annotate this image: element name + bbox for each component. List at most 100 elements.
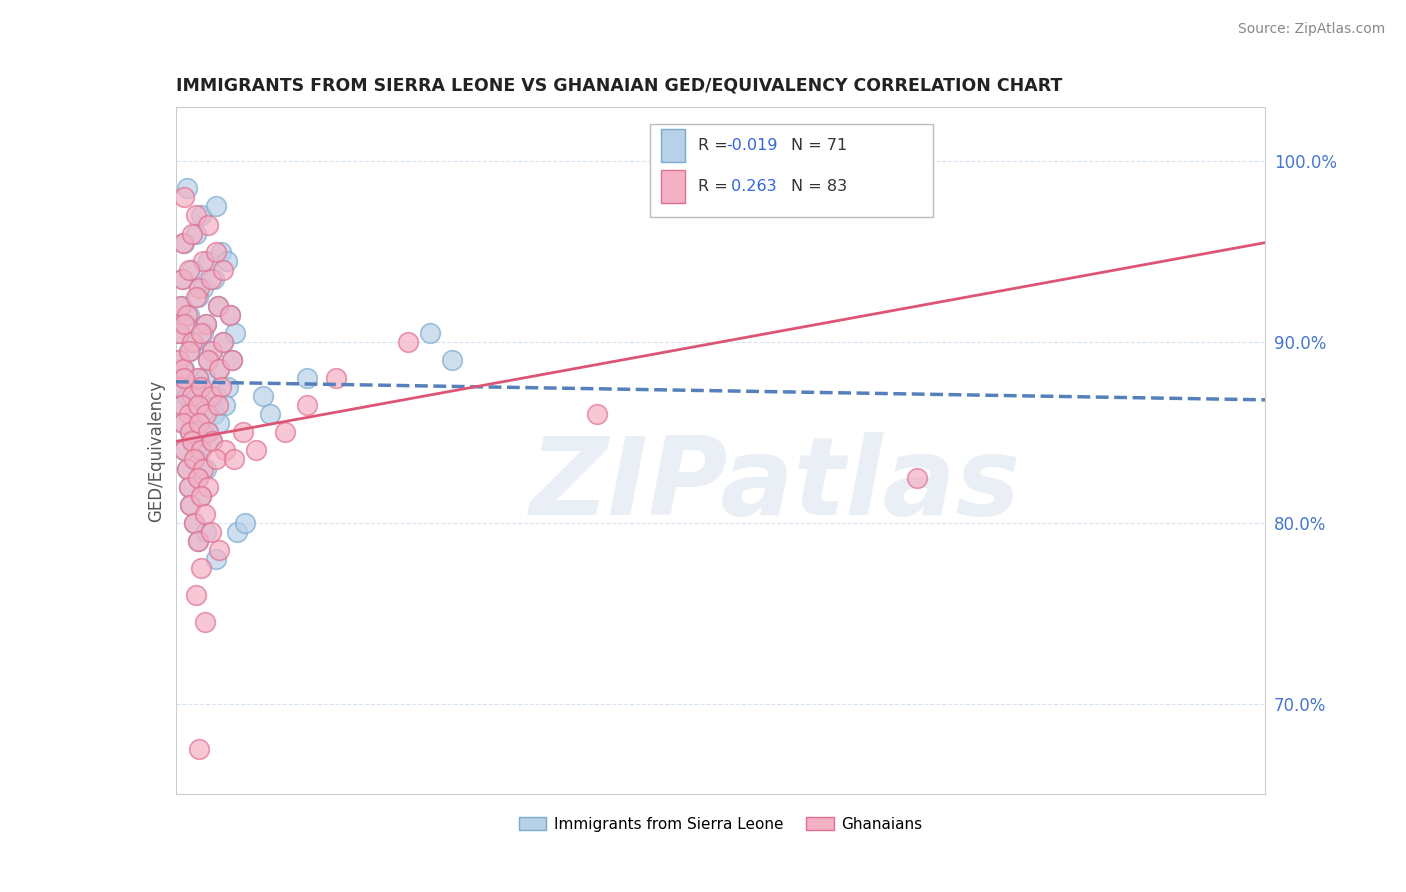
Point xyxy=(176,461,198,475)
Point xyxy=(177,308,200,322)
Point xyxy=(212,334,235,349)
Point xyxy=(177,262,200,277)
Text: Source: ZipAtlas.com: Source: ZipAtlas.com xyxy=(1237,22,1385,37)
Point xyxy=(172,417,194,431)
Point xyxy=(219,308,242,322)
Point xyxy=(193,253,215,268)
Text: 0.263: 0.263 xyxy=(725,179,776,194)
Point xyxy=(170,398,193,412)
Point xyxy=(215,253,238,268)
Point xyxy=(173,443,195,458)
Point xyxy=(173,190,195,204)
Text: IMMIGRANTS FROM SIERRA LEONE VS GHANAIAN GED/EQUIVALENCY CORRELATION CHART: IMMIGRANTS FROM SIERRA LEONE VS GHANAIAN… xyxy=(176,77,1062,95)
Point xyxy=(172,371,194,385)
Point xyxy=(172,362,194,376)
Point xyxy=(190,489,212,503)
Point xyxy=(180,227,202,241)
Point xyxy=(180,434,202,449)
Point xyxy=(586,407,609,421)
Point xyxy=(204,244,226,259)
Point xyxy=(172,417,194,431)
Point xyxy=(195,317,218,331)
Point xyxy=(183,407,205,421)
Point xyxy=(274,425,297,440)
Point xyxy=(177,480,200,494)
Point xyxy=(217,380,239,394)
Point xyxy=(204,199,226,213)
Point xyxy=(169,299,191,313)
Y-axis label: GED/Equivalency: GED/Equivalency xyxy=(146,379,165,522)
Point xyxy=(207,299,229,313)
Point xyxy=(190,443,212,458)
Bar xyxy=(650,124,934,217)
Point xyxy=(195,407,218,421)
Point xyxy=(201,434,224,449)
Point xyxy=(167,353,190,368)
Point xyxy=(193,326,215,340)
Point xyxy=(180,334,202,349)
Point xyxy=(226,524,249,539)
Point xyxy=(195,317,218,331)
Point xyxy=(184,380,207,394)
Point xyxy=(177,344,200,359)
Point xyxy=(170,271,193,285)
Point xyxy=(180,262,202,277)
Point xyxy=(194,507,217,521)
Text: N = 83: N = 83 xyxy=(792,179,848,194)
Point xyxy=(194,615,217,630)
Point xyxy=(252,389,274,403)
Point xyxy=(219,308,242,322)
Text: ZIPatlas: ZIPatlas xyxy=(530,432,1021,538)
Point xyxy=(188,417,211,431)
Point xyxy=(295,371,318,385)
Point xyxy=(325,371,347,385)
Point xyxy=(190,443,212,458)
Point xyxy=(195,461,218,475)
Point xyxy=(186,533,209,548)
Point xyxy=(176,308,198,322)
Point xyxy=(173,317,195,331)
Point xyxy=(179,344,201,359)
Point xyxy=(188,741,211,756)
Point xyxy=(173,371,195,385)
Point xyxy=(193,398,215,412)
Point xyxy=(200,271,222,285)
Point xyxy=(176,181,198,195)
Point xyxy=(170,398,193,412)
Point xyxy=(214,443,236,458)
Point xyxy=(193,281,215,295)
Point xyxy=(180,434,202,449)
Point xyxy=(190,326,212,340)
Point xyxy=(194,371,217,385)
Point xyxy=(177,407,200,421)
Point xyxy=(197,353,219,368)
Point xyxy=(169,326,191,340)
Point xyxy=(172,235,194,250)
Point xyxy=(188,281,211,295)
Point xyxy=(188,371,211,385)
Point xyxy=(212,262,235,277)
Point xyxy=(233,516,256,530)
Point xyxy=(419,326,441,340)
Bar xyxy=(661,129,685,162)
Legend: Immigrants from Sierra Leone, Ghanaians: Immigrants from Sierra Leone, Ghanaians xyxy=(513,811,928,838)
Text: -0.019: -0.019 xyxy=(725,138,778,153)
Point xyxy=(221,353,243,368)
Point xyxy=(209,244,232,259)
Point xyxy=(184,227,207,241)
Text: R =: R = xyxy=(697,138,733,153)
Point xyxy=(183,516,205,530)
Point xyxy=(224,326,246,340)
Point xyxy=(197,253,219,268)
Point xyxy=(174,317,197,331)
Point xyxy=(245,443,267,458)
Point xyxy=(186,470,209,484)
Point xyxy=(201,344,224,359)
Point xyxy=(169,353,191,368)
Point xyxy=(396,334,419,349)
Point xyxy=(195,524,218,539)
Point xyxy=(197,218,219,232)
Point xyxy=(172,271,194,285)
Point xyxy=(180,389,202,403)
Bar xyxy=(661,170,685,203)
